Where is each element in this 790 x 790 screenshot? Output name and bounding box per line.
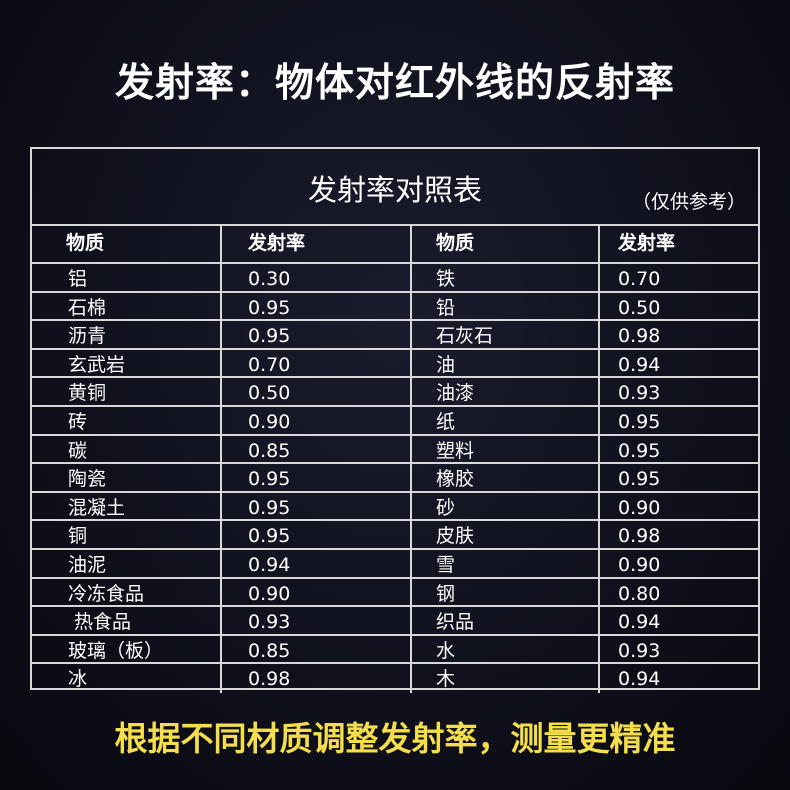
- table-title: 发射率对照表: [307, 173, 482, 207]
- material-cell: 玄武岩: [32, 349, 222, 377]
- emissivity-cell: 0.95: [222, 292, 412, 320]
- material-cell: 碳: [32, 435, 222, 463]
- emissivity-cell: 0.70: [222, 349, 412, 377]
- material-cell: 铜: [32, 521, 222, 548]
- table-note: （仅供参考）: [631, 191, 746, 213]
- material-cell: 油: [412, 349, 600, 377]
- column-header: 发射率: [618, 232, 676, 254]
- table-row: 沥青 0.95 石灰石 0.98: [32, 321, 758, 350]
- table-row: 玄武岩 0.70 油 0.94: [32, 349, 758, 379]
- table-header-row: 物质 发射率 物质 发射率: [32, 226, 758, 264]
- emissivity-cell: 0.94: [222, 549, 412, 577]
- emissivity-cell: 0.30: [222, 264, 412, 291]
- material-cell: 冷冻食品: [32, 578, 222, 606]
- material-cell: 陶瓷: [32, 464, 222, 491]
- material-cell: 水: [412, 635, 600, 663]
- emissivity-cell: 0.95: [222, 521, 412, 548]
- emissivity-cell: 0.90: [618, 553, 661, 576]
- material-cell: 石灰石: [412, 321, 600, 348]
- table-row: 玻璃（板） 0.85 水 0.93: [32, 635, 758, 665]
- material-cell: 混凝土: [32, 492, 222, 520]
- table-row: 铜 0.95 皮肤 0.98: [32, 521, 758, 550]
- table-row: 冰 0.98 木 0.94: [32, 664, 758, 693]
- emissivity-cell: 0.70: [618, 268, 661, 290]
- table-row: 黄铜 0.50 油漆 0.93: [32, 378, 758, 407]
- headline: 发射率：物体对红外线的反射率: [114, 61, 675, 106]
- material-cell: 砂: [412, 492, 600, 520]
- column-header: 发射率: [222, 226, 412, 262]
- table-row: 热食品 0.93 织品 0.94: [32, 607, 758, 636]
- material-cell: 皮肤: [412, 521, 600, 548]
- emissivity-cell: 0.95: [618, 410, 661, 433]
- material-cell: 热食品: [32, 607, 222, 634]
- material-cell: 砖: [32, 406, 222, 434]
- table-row: 混凝土 0.95 砂 0.90: [32, 492, 758, 522]
- column-header: 物质: [32, 226, 222, 262]
- emissivity-cell: 0.90: [222, 406, 412, 434]
- material-cell: 铅: [412, 292, 600, 320]
- table-row: 冷冻食品 0.90 钢 0.80: [32, 578, 758, 608]
- material-cell: 橡胶: [412, 464, 600, 491]
- material-cell: 织品: [412, 607, 600, 634]
- table-title-row: 发射率对照表 （仅供参考）: [32, 149, 758, 226]
- emissivity-cell: 0.95: [222, 321, 412, 348]
- material-cell: 油漆: [412, 378, 600, 405]
- material-cell: 铝: [32, 264, 222, 291]
- emissivity-table: 发射率对照表 （仅供参考） 物质 发射率 物质 发射率 铝 0.30 铁 0.70 石棉…: [30, 147, 760, 693]
- material-cell: 钢: [412, 578, 600, 606]
- material-cell: 铁: [412, 264, 600, 291]
- emissivity-cell: 0.85: [222, 635, 412, 663]
- column-header: 物质: [412, 226, 600, 262]
- emissivity-cell: 0.98: [618, 325, 661, 348]
- footer-tagline: 根据不同材质调整发射率，测量更精准: [114, 719, 676, 758]
- material-cell: 雪: [412, 549, 600, 577]
- emissivity-cell: 0.93: [618, 382, 661, 405]
- emissivity-cell: 0.94: [618, 668, 661, 691]
- material-cell: 纸: [412, 406, 600, 434]
- emissivity-cell: 0.90: [222, 578, 412, 606]
- table-row: 铝 0.30 铁 0.70: [32, 264, 758, 293]
- table-row: 砖 0.90 纸 0.95: [32, 406, 758, 436]
- emissivity-cell: 0.95: [618, 468, 661, 491]
- emissivity-cell: 0.94: [618, 353, 661, 376]
- emissivity-cell: 0.95: [222, 464, 412, 491]
- emissivity-cell: 0.95: [618, 439, 661, 462]
- emissivity-cell: 0.98: [618, 525, 661, 548]
- emissivity-cell: 0.85: [222, 435, 412, 463]
- emissivity-cell: 0.93: [618, 639, 661, 662]
- emissivity-cell: 0.93: [222, 607, 412, 634]
- emissivity-cell: 0.80: [618, 582, 661, 605]
- table-row: 陶瓷 0.95 橡胶 0.95: [32, 464, 758, 493]
- emissivity-cell: 0.98: [222, 664, 412, 693]
- material-cell: 油泥: [32, 549, 222, 577]
- material-cell: 冰: [32, 664, 222, 693]
- material-cell: 黄铜: [32, 378, 222, 405]
- emissivity-cell: 0.90: [618, 496, 661, 519]
- table-row: 石棉 0.95 铅 0.50: [32, 292, 758, 322]
- material-cell: 木: [412, 664, 600, 693]
- emissivity-cell: 0.50: [222, 378, 412, 405]
- emissivity-cell: 0.50: [618, 296, 661, 319]
- emissivity-cell: 0.94: [618, 611, 661, 634]
- material-cell: 沥青: [32, 321, 222, 348]
- emissivity-cell: 0.95: [222, 492, 412, 520]
- table-row: 碳 0.85 塑料 0.95: [32, 435, 758, 465]
- table-row: 油泥 0.94 雪 0.90: [32, 549, 758, 579]
- material-cell: 玻璃（板）: [32, 635, 222, 663]
- material-cell: 塑料: [412, 435, 600, 463]
- material-cell: 石棉: [32, 292, 222, 320]
